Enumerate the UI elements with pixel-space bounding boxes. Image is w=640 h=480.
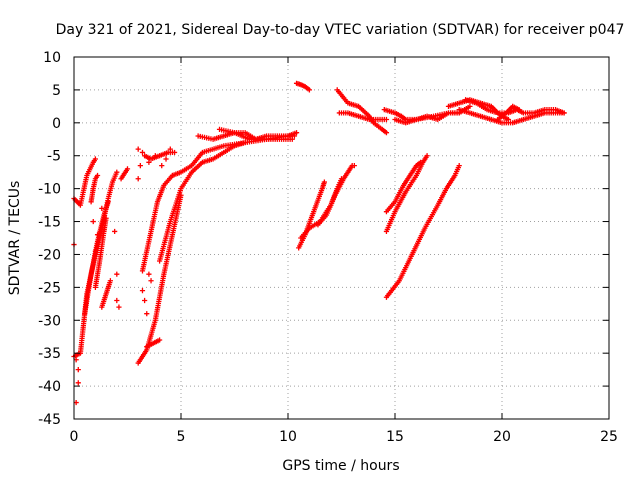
y-tick-label: -40 (38, 379, 61, 395)
x-axis-tick-labels: 0 5 10 15 20 25 (70, 429, 618, 445)
y-tick-label: -10 (38, 182, 61, 198)
data-point (137, 163, 143, 169)
data-marks (71, 80, 567, 406)
data-point (152, 153, 158, 159)
axis-ticks (73, 56, 610, 420)
data-point (306, 87, 312, 93)
data-point (293, 130, 300, 136)
data-point (92, 156, 98, 162)
y-tick-label: -15 (38, 215, 61, 231)
data-point (94, 232, 101, 238)
data-point (103, 215, 109, 221)
y-axis-label: SDTVAR / TECUs (7, 181, 23, 296)
data-point (105, 199, 111, 205)
data-point (424, 153, 430, 159)
data-point (146, 271, 152, 277)
y-tick-label: 5 (52, 83, 61, 99)
data-point (159, 163, 165, 169)
x-tick-label: 25 (600, 429, 618, 445)
data-point (116, 304, 122, 310)
plot-frame (73, 56, 610, 420)
data-point (516, 107, 522, 113)
data-point (157, 337, 163, 343)
data-point (142, 297, 148, 304)
data-point (139, 288, 146, 294)
data-point (148, 278, 154, 284)
data-point (114, 271, 120, 277)
data-point (289, 136, 295, 142)
y-axis-tick-labels: 10 5 0 -5 -10 -15 -20 -25 -30 -35 -40 -45 (38, 50, 61, 428)
y-tick-label: 10 (43, 50, 61, 66)
y-tick-label: -20 (38, 247, 61, 263)
data-point (383, 130, 390, 136)
y-tick-label: -45 (38, 412, 61, 428)
data-point (114, 297, 120, 304)
data-point (75, 367, 81, 373)
data-point (163, 156, 169, 162)
data-point (112, 228, 118, 235)
data-point (135, 176, 141, 182)
data-point (561, 110, 567, 116)
y-tick-label: 0 (52, 116, 61, 132)
data-point (99, 205, 105, 211)
data-point (75, 380, 81, 386)
data-point (383, 116, 390, 123)
x-tick-label: 15 (386, 429, 404, 445)
data-point (467, 103, 473, 109)
data-point (171, 149, 178, 156)
data-point (107, 278, 113, 284)
data-point (144, 311, 150, 317)
data-point (114, 169, 120, 175)
data-point (139, 149, 146, 156)
y-tick-label: -35 (38, 346, 61, 362)
data-point (321, 179, 327, 185)
data-point (135, 146, 141, 152)
data-point (90, 218, 96, 225)
y-tick-label: -5 (47, 149, 61, 165)
x-tick-label: 5 (177, 429, 186, 445)
data-point (456, 163, 462, 169)
x-tick-label: 20 (493, 429, 511, 445)
data-point (124, 166, 131, 172)
x-tick-label: 0 (70, 429, 79, 445)
data-point (167, 146, 173, 152)
x-axis-label: GPS time / hours (282, 458, 399, 474)
y-tick-label: -25 (38, 280, 61, 296)
chart-title: Day 321 of 2021, Sidereal Day-to-day VTE… (56, 22, 625, 38)
data-point (92, 248, 98, 254)
data-point (351, 163, 357, 169)
data-point (291, 133, 298, 139)
data-point (94, 172, 101, 179)
y-tick-label: -30 (38, 313, 61, 329)
x-tick-label: 10 (279, 429, 297, 445)
data-point (146, 159, 152, 165)
